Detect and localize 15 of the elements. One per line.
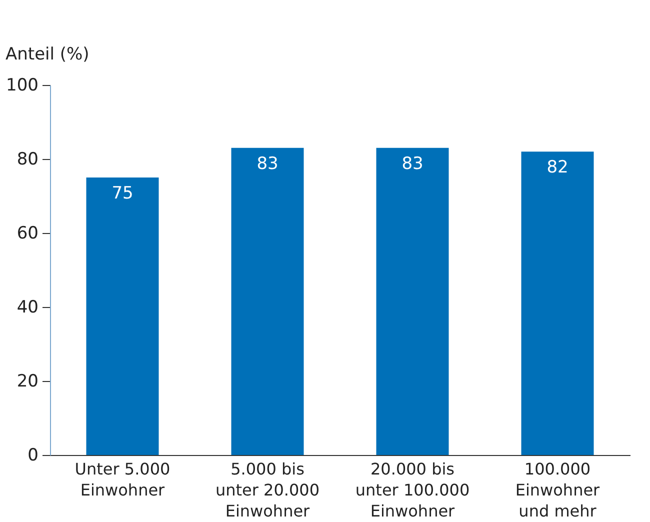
y-tick-label: 80 <box>16 150 38 170</box>
data-label: 75 <box>112 184 134 204</box>
y-axis-title: Anteil (%) <box>6 44 90 64</box>
data-label: 82 <box>546 158 568 178</box>
y-tick-label: 0 <box>28 446 38 466</box>
data-label: 83 <box>402 154 424 174</box>
y-tick-label: 60 <box>16 224 38 244</box>
x-tick-label: Unter 5.000 Einwohner <box>74 460 170 500</box>
x-tick-label: 5.000 bis unter 20.000 Einwohner <box>215 460 320 520</box>
y-tick-label: 40 <box>16 298 38 318</box>
y-tick-label: 20 <box>16 372 38 392</box>
data-label: 83 <box>256 154 278 174</box>
x-tick-label: 20.000 bis unter 100.000 Einwohner <box>355 460 470 520</box>
x-tick-label: 100.000 Einwohner und mehr <box>515 460 600 520</box>
y-tick-label: 100 <box>6 76 38 96</box>
